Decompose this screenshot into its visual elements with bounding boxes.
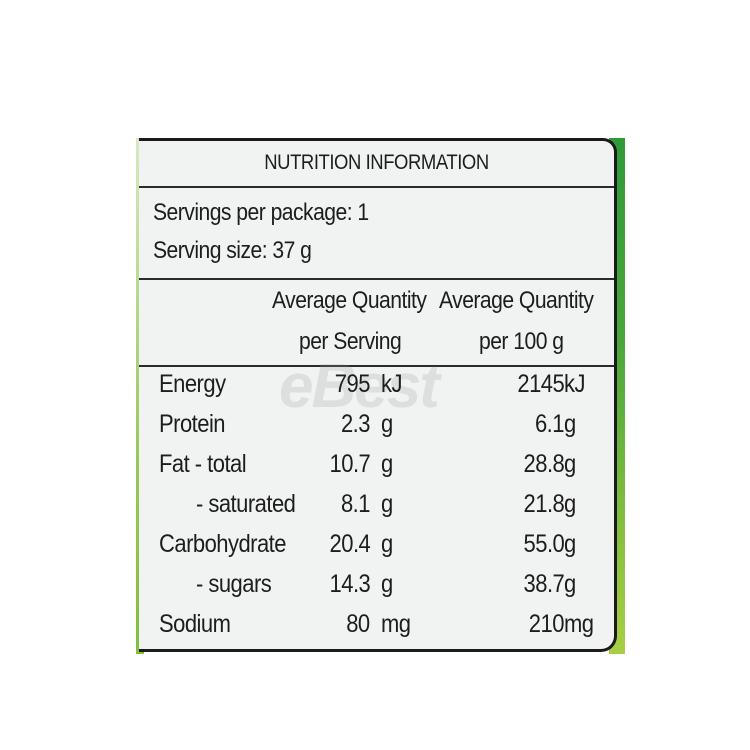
per-100g-unit: g	[564, 530, 576, 558]
per-100g-value: 2145	[517, 370, 564, 398]
divider	[139, 365, 614, 367]
nutrient-name: Protein	[159, 410, 226, 438]
nutrient-name: - sugars	[196, 570, 272, 598]
table-row: - saturated 8.1 g 21.8 g	[139, 490, 614, 530]
per-serving-unit: kJ	[381, 370, 402, 398]
per-serving-value: 8.1	[340, 490, 371, 518]
per-100g-value: 210	[528, 610, 565, 638]
nutrition-panel: NUTRITION INFORMATION Servings per packa…	[139, 138, 617, 652]
per-serving-value: 795	[334, 370, 371, 398]
per-100g-value: 55.0	[523, 530, 564, 558]
per-serving-value: 20.4	[329, 530, 370, 558]
per-serving-value: 80	[346, 610, 371, 638]
table-row: Fat - total 10.7 g 28.8 g	[139, 450, 614, 490]
per-100g-value: 28.8	[523, 450, 564, 478]
per-100g-value: 6.1	[534, 410, 565, 438]
per-100g-unit: kJ	[564, 370, 585, 398]
divider	[139, 186, 614, 188]
per-serving-unit: mg	[381, 610, 411, 638]
col-header-per-100g-line2: per 100 g	[479, 328, 564, 355]
per-serving-unit: g	[381, 570, 393, 598]
nutrient-name: Carbohydrate	[159, 530, 286, 558]
per-100g-value: 21.8	[523, 490, 564, 518]
per-serving-unit: g	[381, 450, 393, 478]
per-100g-value: 38.7	[523, 570, 564, 598]
col-header-per-serving-line2: per Serving	[299, 328, 402, 355]
table-row: Protein 2.3 g 6.1 g	[139, 410, 614, 450]
table-row: - sugars 14.3 g 38.7 g	[139, 570, 614, 610]
panel-title: NUTRITION INFORMATION	[264, 151, 489, 174]
per-100g-unit: g	[564, 450, 576, 478]
per-100g-unit: g	[564, 570, 576, 598]
per-serving-unit: g	[381, 410, 393, 438]
per-serving-value: 2.3	[340, 410, 371, 438]
col-header-per-serving-line1: Average Quantity	[272, 287, 427, 314]
per-100g-unit: g	[564, 490, 576, 518]
per-serving-value: 10.7	[329, 450, 370, 478]
table-row: Carbohydrate 20.4 g 55.0 g	[139, 530, 614, 570]
serving-size: Serving size: 37 g	[153, 237, 312, 264]
divider	[139, 278, 614, 280]
nutrient-name: Sodium	[159, 610, 231, 638]
nutrient-name: - saturated	[196, 490, 296, 518]
nutrient-name: Energy	[159, 370, 226, 398]
servings-per-package: Servings per package: 1	[153, 199, 369, 226]
per-serving-unit: g	[381, 490, 393, 518]
col-header-per-100g-line1: Average Quantity	[439, 287, 594, 314]
table-row: Energy 795 kJ 2145 kJ	[139, 370, 614, 410]
per-serving-unit: g	[381, 530, 393, 558]
per-serving-value: 14.3	[329, 570, 370, 598]
table-row: Sodium 80 mg 210 mg	[139, 610, 614, 649]
nutrient-name: Fat - total	[159, 450, 247, 478]
per-100g-unit: g	[564, 410, 576, 438]
per-100g-unit: mg	[564, 610, 594, 638]
